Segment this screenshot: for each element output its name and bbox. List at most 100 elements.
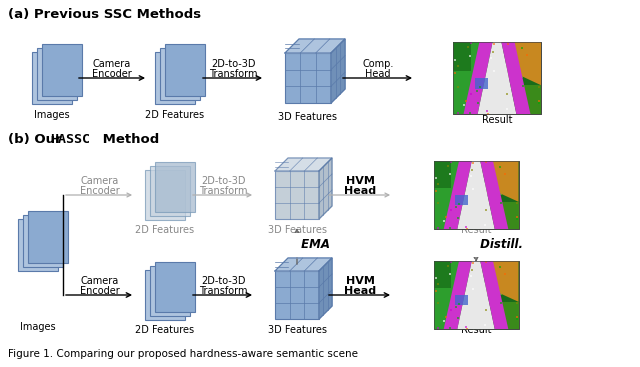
- Bar: [506, 108, 508, 110]
- Bar: [490, 57, 492, 59]
- Bar: [502, 202, 518, 229]
- Polygon shape: [444, 161, 472, 229]
- Bar: [435, 290, 437, 292]
- Bar: [453, 42, 541, 114]
- Bar: [493, 70, 495, 72]
- Polygon shape: [480, 261, 508, 329]
- Bar: [469, 112, 471, 114]
- Bar: [522, 85, 524, 87]
- Bar: [463, 104, 465, 106]
- Text: 3D Features: 3D Features: [268, 225, 326, 235]
- Bar: [433, 161, 518, 229]
- Bar: [457, 112, 459, 114]
- Text: Camera: Camera: [81, 276, 119, 286]
- Bar: [526, 54, 529, 57]
- Text: Camera: Camera: [81, 176, 119, 186]
- Bar: [449, 174, 451, 175]
- Bar: [155, 162, 195, 212]
- Text: HASSC: HASSC: [50, 133, 90, 146]
- Bar: [506, 42, 524, 78]
- Bar: [516, 302, 518, 304]
- Polygon shape: [285, 39, 345, 53]
- Bar: [484, 224, 486, 226]
- Bar: [476, 90, 478, 92]
- Bar: [472, 162, 474, 164]
- Polygon shape: [444, 261, 472, 329]
- Bar: [455, 295, 467, 305]
- Bar: [449, 327, 451, 329]
- Bar: [453, 42, 470, 71]
- Bar: [454, 73, 456, 75]
- Polygon shape: [458, 161, 495, 229]
- Bar: [493, 43, 495, 45]
- Bar: [433, 161, 518, 229]
- Text: Transform: Transform: [199, 186, 247, 196]
- Bar: [477, 102, 479, 103]
- Text: Images: Images: [34, 110, 70, 120]
- Bar: [456, 317, 459, 319]
- Bar: [492, 51, 493, 53]
- Bar: [445, 215, 447, 218]
- Bar: [458, 203, 460, 205]
- Bar: [470, 175, 472, 177]
- Polygon shape: [331, 39, 345, 103]
- Text: 2D-to-3D: 2D-to-3D: [201, 276, 245, 286]
- Polygon shape: [501, 42, 531, 114]
- Text: Comp.: Comp.: [362, 59, 394, 69]
- Bar: [451, 209, 452, 211]
- Bar: [455, 195, 467, 205]
- Polygon shape: [463, 42, 493, 114]
- Text: Encoder: Encoder: [80, 186, 120, 196]
- Bar: [437, 183, 439, 185]
- Bar: [458, 303, 460, 305]
- Bar: [516, 316, 518, 318]
- Bar: [433, 161, 472, 229]
- Bar: [472, 262, 474, 264]
- Bar: [484, 161, 502, 195]
- Bar: [150, 266, 190, 316]
- Bar: [466, 328, 468, 330]
- Polygon shape: [275, 258, 332, 271]
- Bar: [457, 86, 459, 88]
- Bar: [438, 202, 440, 204]
- Bar: [285, 53, 331, 103]
- Text: HVM: HVM: [346, 276, 374, 286]
- Text: Images: Images: [20, 322, 56, 332]
- Bar: [516, 218, 518, 219]
- Text: Head: Head: [344, 186, 376, 196]
- Text: (b) Our: (b) Our: [8, 133, 67, 146]
- Bar: [453, 42, 541, 114]
- Bar: [433, 261, 518, 329]
- Polygon shape: [510, 42, 541, 85]
- Bar: [506, 93, 508, 95]
- Bar: [451, 261, 452, 264]
- Bar: [471, 169, 473, 171]
- Bar: [538, 102, 540, 104]
- Text: 2D Features: 2D Features: [145, 110, 205, 120]
- Bar: [486, 161, 488, 163]
- Bar: [438, 327, 440, 329]
- Bar: [465, 326, 467, 328]
- Text: Head: Head: [344, 286, 376, 296]
- Bar: [500, 302, 502, 304]
- Bar: [475, 78, 488, 89]
- Bar: [451, 161, 452, 163]
- Polygon shape: [458, 261, 495, 329]
- Bar: [145, 270, 185, 320]
- Bar: [145, 170, 185, 220]
- Bar: [484, 261, 502, 295]
- Text: EMA: EMA: [297, 239, 330, 251]
- Bar: [449, 273, 451, 276]
- Bar: [160, 48, 200, 100]
- Bar: [447, 165, 449, 167]
- Bar: [433, 261, 451, 288]
- Bar: [155, 262, 195, 312]
- Bar: [516, 216, 518, 218]
- Bar: [438, 302, 440, 304]
- Polygon shape: [319, 158, 332, 219]
- Bar: [449, 227, 451, 229]
- Bar: [469, 55, 471, 57]
- Bar: [465, 226, 467, 228]
- Text: Encoder: Encoder: [92, 69, 132, 79]
- Bar: [275, 271, 319, 319]
